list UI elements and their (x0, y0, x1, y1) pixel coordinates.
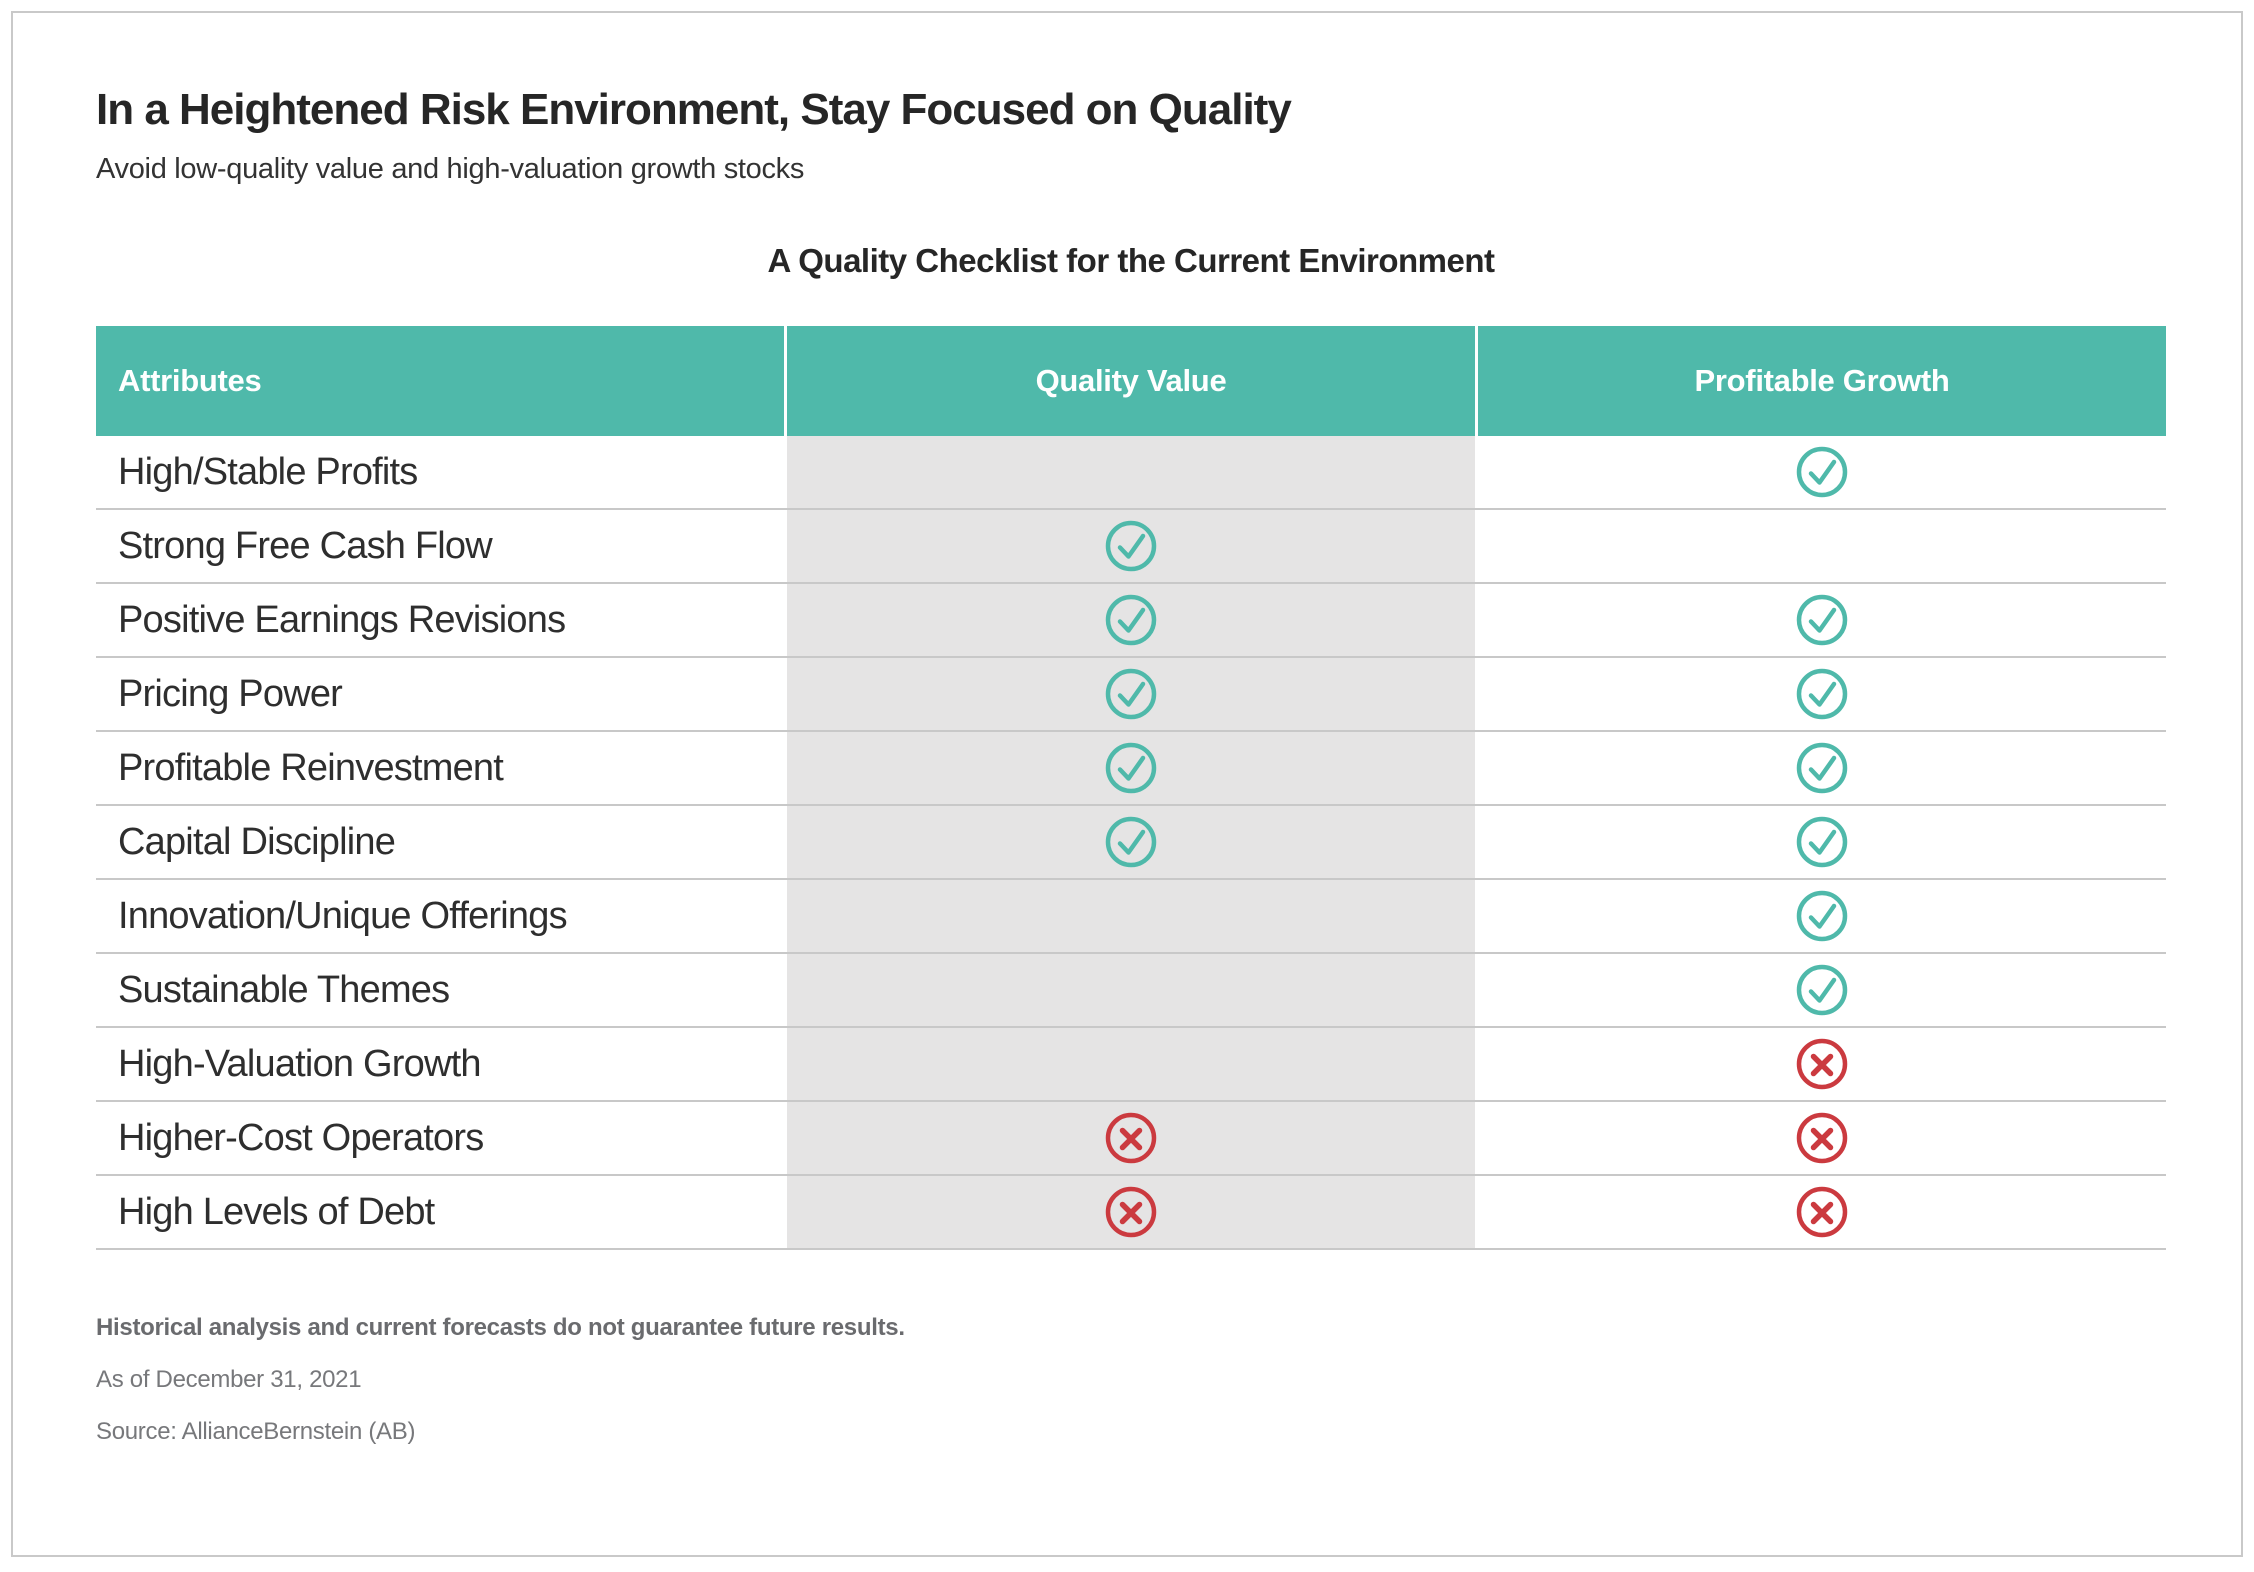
profitable-growth-cell (1478, 436, 2166, 508)
check-circle-icon (1796, 890, 1848, 942)
table-row: High Levels of Debt (96, 1174, 2166, 1248)
check-circle-icon (1796, 668, 1848, 720)
check-circle-icon (1796, 446, 1848, 498)
profitable-growth-cell (1478, 658, 2166, 730)
table-body: High/Stable Profits Strong Free Cash Flow… (96, 436, 2166, 1250)
check-circle-icon (1796, 816, 1848, 868)
table-row: Capital Discipline (96, 804, 2166, 878)
attribute-cell: Innovation/Unique Offerings (118, 894, 568, 937)
x-circle-icon (1796, 1186, 1848, 1238)
x-circle-icon (1105, 1112, 1157, 1164)
table-row: Pricing Power (96, 656, 2166, 730)
profitable-growth-cell (1478, 806, 2166, 878)
attribute-cell: High-Valuation Growth (118, 1042, 481, 1085)
attribute-cell: Pricing Power (118, 672, 343, 715)
page-frame: In a Heightened Risk Environment, Stay F… (11, 11, 2243, 1557)
table-row: Innovation/Unique Offerings (96, 878, 2166, 952)
table-row: Strong Free Cash Flow (96, 508, 2166, 582)
profitable-growth-cell (1478, 584, 2166, 656)
page-content: In a Heightened Risk Environment, Stay F… (96, 13, 2166, 1446)
table-row: Profitable Reinvestment (96, 730, 2166, 804)
attribute-cell: Strong Free Cash Flow (118, 524, 493, 567)
check-circle-icon (1105, 594, 1157, 646)
table-row: High/Stable Profits (96, 436, 2166, 508)
check-circle-icon (1105, 742, 1157, 794)
attribute-cell: Profitable Reinvestment (118, 746, 504, 789)
page-subtitle: Avoid low-quality value and high-valuati… (96, 153, 805, 185)
quality-value-cell (787, 1176, 1475, 1248)
attribute-cell: Positive Earnings Revisions (118, 598, 566, 641)
table-header-row: Attributes Quality Value Profitable Grow… (96, 326, 2166, 436)
profitable-growth-cell (1478, 732, 2166, 804)
attribute-cell: Sustainable Themes (118, 968, 450, 1011)
quality-value-cell (787, 880, 1475, 952)
x-circle-icon (1105, 1186, 1157, 1238)
table-row: Positive Earnings Revisions (96, 582, 2166, 656)
attribute-cell: Higher-Cost Operators (118, 1116, 484, 1159)
disclaimer-note: Historical analysis and current forecast… (96, 1314, 905, 1341)
check-circle-icon (1796, 594, 1848, 646)
quality-value-cell (787, 658, 1475, 730)
profitable-growth-cell (1478, 880, 2166, 952)
quality-value-cell (787, 510, 1475, 582)
profitable-growth-cell (1478, 1176, 2166, 1248)
column-header-profitable-growth: Profitable Growth (1478, 326, 2166, 436)
profitable-growth-cell (1478, 1028, 2166, 1100)
quality-value-cell (787, 584, 1475, 656)
x-circle-icon (1796, 1038, 1848, 1090)
profitable-growth-cell (1478, 1102, 2166, 1174)
source-note: Source: AllianceBernstein (AB) (96, 1418, 416, 1445)
quality-value-cell (787, 1102, 1475, 1174)
as-of-date: As of December 31, 2021 (96, 1366, 362, 1393)
quality-checklist-table: A Quality Checklist for the Current Envi… (96, 242, 2166, 1250)
quality-value-cell (787, 806, 1475, 878)
table-row: Higher-Cost Operators (96, 1100, 2166, 1174)
attribute-cell: High Levels of Debt (118, 1190, 435, 1233)
profitable-growth-cell (1478, 954, 2166, 1026)
column-header-quality-value: Quality Value (787, 326, 1475, 436)
quality-value-cell (787, 954, 1475, 1026)
check-circle-icon (1796, 742, 1848, 794)
table-row: Sustainable Themes (96, 952, 2166, 1026)
profitable-growth-cell (1478, 510, 2166, 582)
check-circle-icon (1105, 520, 1157, 572)
quality-value-cell (787, 732, 1475, 804)
quality-value-cell (787, 1028, 1475, 1100)
quality-value-cell (787, 436, 1475, 508)
table-title: A Quality Checklist for the Current Envi… (767, 242, 1495, 279)
attribute-cell: Capital Discipline (118, 820, 396, 863)
attribute-cell: High/Stable Profits (118, 450, 418, 493)
page-title: In a Heightened Risk Environment, Stay F… (96, 85, 1292, 134)
table-row: High-Valuation Growth (96, 1026, 2166, 1100)
column-header-attributes: Attributes (96, 326, 784, 436)
check-circle-icon (1796, 964, 1848, 1016)
check-circle-icon (1105, 816, 1157, 868)
check-circle-icon (1105, 668, 1157, 720)
x-circle-icon (1796, 1112, 1848, 1164)
